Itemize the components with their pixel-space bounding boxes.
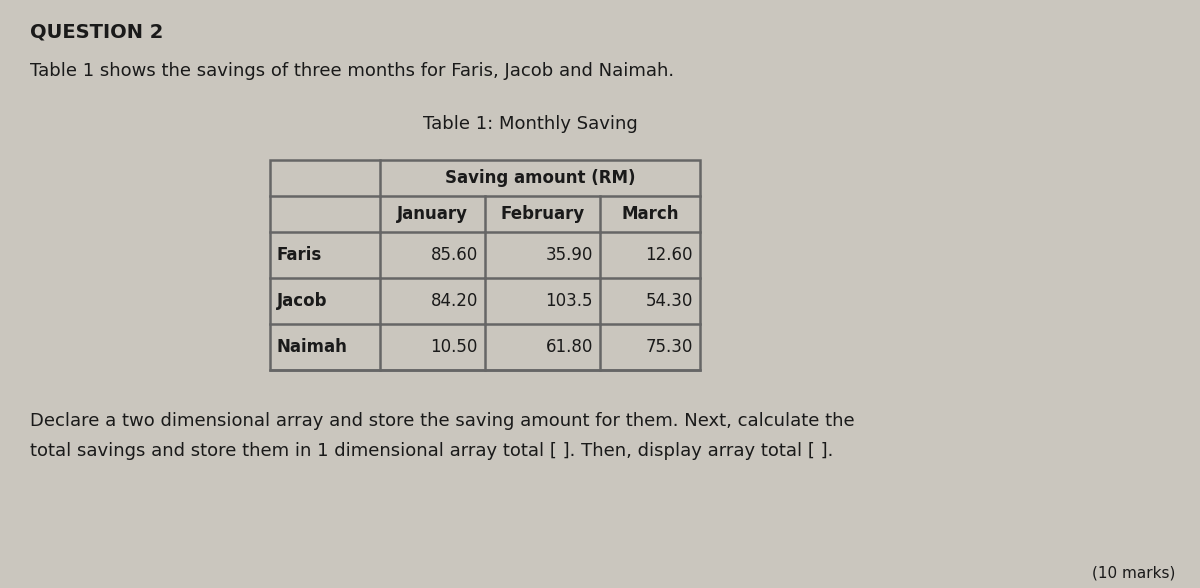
- Text: 61.80: 61.80: [546, 338, 593, 356]
- Bar: [270, 160, 700, 370]
- Text: Faris: Faris: [277, 246, 323, 264]
- Text: January: January: [397, 205, 468, 223]
- Text: Jacob: Jacob: [277, 292, 328, 310]
- Text: total savings and store them in 1 dimensional array total [ ]. Then, display arr: total savings and store them in 1 dimens…: [30, 442, 833, 460]
- Text: 35.90: 35.90: [546, 246, 593, 264]
- Text: QUESTION 2: QUESTION 2: [30, 22, 163, 41]
- Text: 10.50: 10.50: [431, 338, 478, 356]
- Text: 54.30: 54.30: [646, 292, 694, 310]
- Text: Declare a two dimensional array and store the saving amount for them. Next, calc: Declare a two dimensional array and stor…: [30, 412, 854, 430]
- Text: March: March: [622, 205, 679, 223]
- Text: Saving amount (RM): Saving amount (RM): [445, 169, 635, 187]
- Text: February: February: [500, 205, 584, 223]
- Text: Table 1 shows the savings of three months for Faris, Jacob and Naimah.: Table 1 shows the savings of three month…: [30, 62, 674, 80]
- Text: Table 1: Monthly Saving: Table 1: Monthly Saving: [422, 115, 637, 133]
- Text: 84.20: 84.20: [431, 292, 478, 310]
- Text: 75.30: 75.30: [646, 338, 694, 356]
- Text: Naimah: Naimah: [277, 338, 348, 356]
- Text: 103.5: 103.5: [546, 292, 593, 310]
- Text: 12.60: 12.60: [646, 246, 694, 264]
- Text: 85.60: 85.60: [431, 246, 478, 264]
- Text: (10 marks): (10 marks): [1092, 565, 1175, 580]
